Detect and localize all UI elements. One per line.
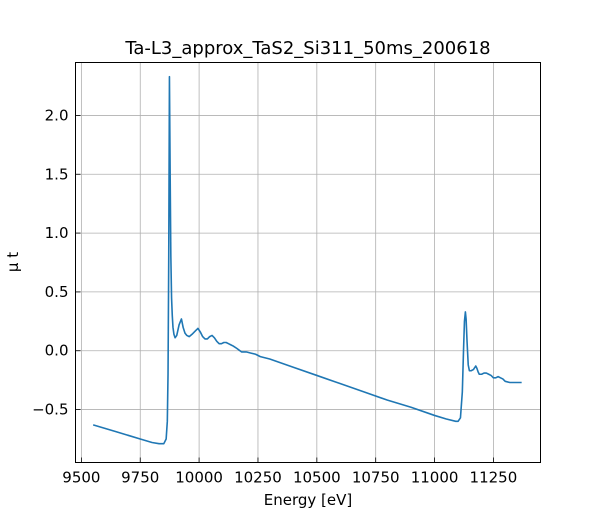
y-tick-label: 1.5 bbox=[45, 165, 69, 183]
x-tick-label: 9750 bbox=[121, 469, 159, 487]
y-tick-label: 1.0 bbox=[45, 224, 69, 242]
chart-title: Ta-L3_approx_TaS2_Si311_50ms_200618 bbox=[124, 38, 490, 59]
x-tick-label: 9500 bbox=[62, 469, 100, 487]
y-tick-label: −0.5 bbox=[32, 401, 68, 419]
y-tick-label: 0.0 bbox=[45, 342, 69, 360]
series-line bbox=[92, 75, 522, 445]
series-layer bbox=[92, 75, 522, 445]
y-tick-label: 0.5 bbox=[45, 283, 69, 301]
y-tick-label: 2.0 bbox=[45, 106, 69, 124]
x-tick-label: 10500 bbox=[293, 469, 341, 487]
x-tick-label: 10000 bbox=[175, 469, 223, 487]
grid bbox=[75, 62, 541, 463]
y-axis-label: μ t bbox=[4, 252, 22, 272]
x-tick-label: 11000 bbox=[411, 469, 459, 487]
plot-frame bbox=[75, 62, 541, 463]
x-tick-label: 11250 bbox=[470, 469, 518, 487]
x-tick-label: 10250 bbox=[234, 469, 282, 487]
x-axis: 9500 9750 10000 10250 10500 10750 11000 11250 bbox=[62, 457, 518, 487]
y-axis: −0.5 0.0 0.5 1.0 1.5 2.0 bbox=[32, 106, 81, 419]
x-axis-label: Energy [eV] bbox=[264, 491, 352, 509]
x-tick-label: 10750 bbox=[352, 469, 400, 487]
